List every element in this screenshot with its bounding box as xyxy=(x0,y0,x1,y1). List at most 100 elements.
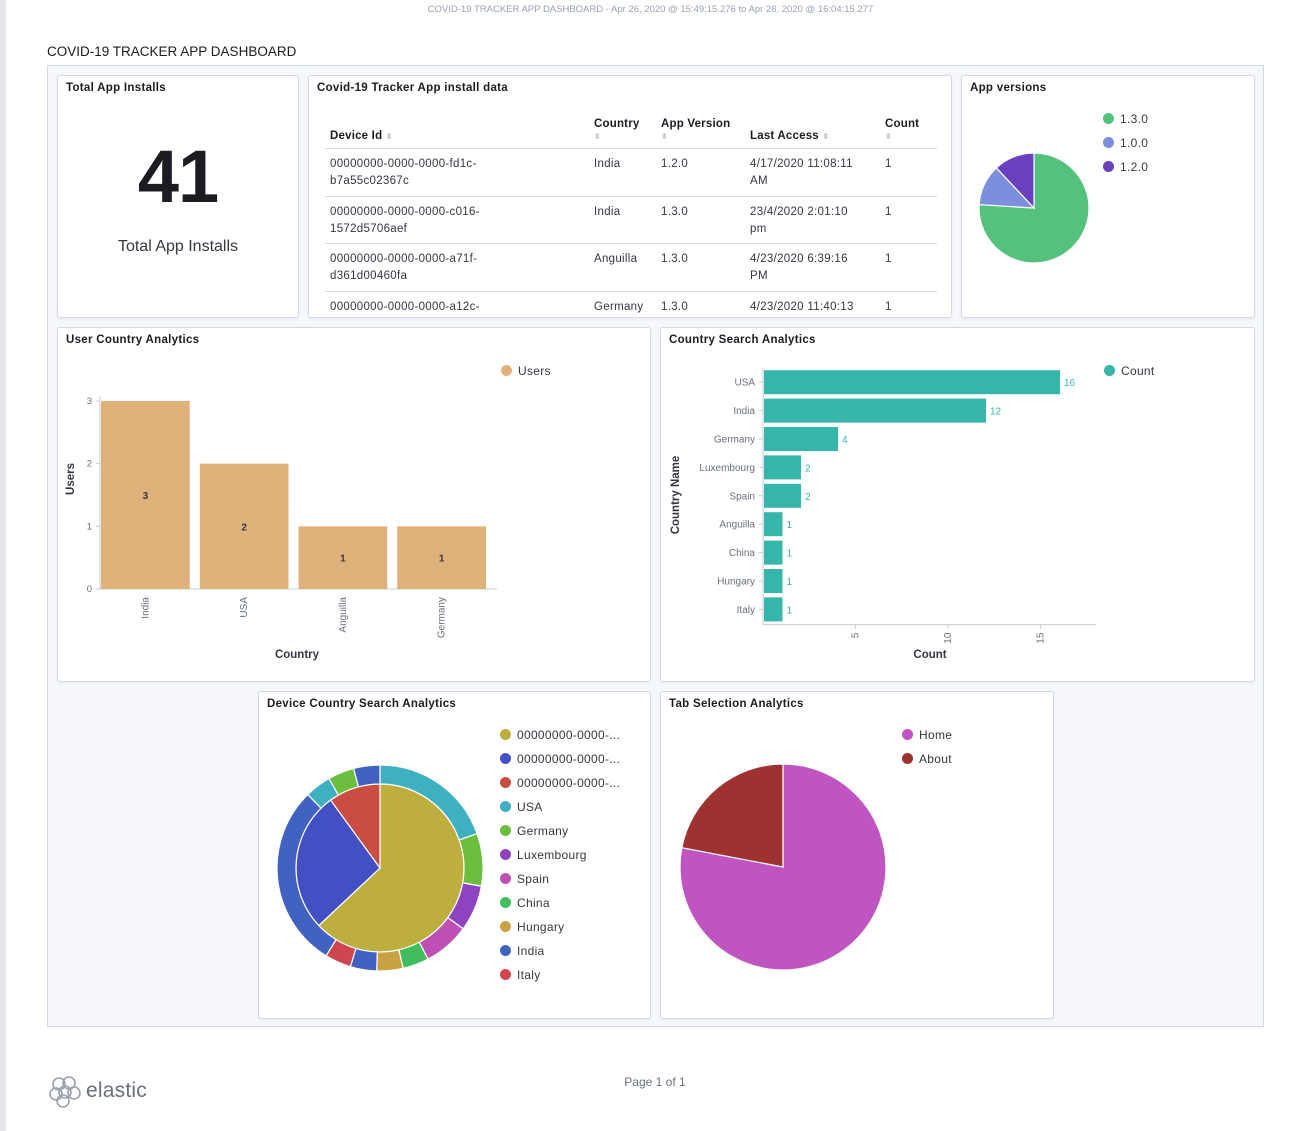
legend-label: 00000000-0000-... xyxy=(517,776,621,790)
table-row: 00000000-0000-0000-c016- 1572d5706aef Ind… xyxy=(325,196,937,244)
column-header-country[interactable]: Country ⬍ xyxy=(589,114,656,149)
legend-item[interactable]: Users xyxy=(501,364,551,378)
bar-value-label: 16 xyxy=(1064,378,1076,389)
legend-item[interactable]: About xyxy=(902,752,952,766)
bar-value-label: 1 xyxy=(787,577,793,588)
bar xyxy=(764,427,838,451)
y-tick-label: USA xyxy=(734,378,755,389)
pie-slice xyxy=(995,152,1035,210)
legend-item[interactable]: India xyxy=(500,944,545,958)
bar-value-label: 2 xyxy=(805,492,811,503)
cell-device-id: 00000000-0000-0000-c016- 1572d5706aef xyxy=(325,196,589,244)
legend-label: 00000000-0000-... xyxy=(517,728,621,742)
device-country-pie xyxy=(276,764,484,972)
page-indicator: Page 1 of 1 xyxy=(624,1075,686,1089)
legend-label: Germany xyxy=(517,824,569,838)
legend-item[interactable]: 1.3.0 xyxy=(1103,112,1148,126)
sort-icon[interactable]: ⬍ xyxy=(822,132,830,141)
sort-icon[interactable]: ⬍ xyxy=(661,132,668,141)
bar-value-label: 1 xyxy=(439,554,445,565)
legend-dot xyxy=(500,945,511,956)
legend-item[interactable]: 00000000-0000-... xyxy=(500,728,620,742)
y-axis-title: Country Name xyxy=(670,456,682,535)
column-header-device-id[interactable]: Device Id ⬍ xyxy=(325,114,589,149)
cell-device-id: 00000000-0000-0000-fd1c-b7a55c02367c xyxy=(325,148,589,197)
bar xyxy=(764,569,783,593)
y-axis-title: Users xyxy=(65,463,77,495)
legend-dot xyxy=(500,969,511,980)
legend-dot xyxy=(500,729,511,740)
cell-app-version: 1.3.0 xyxy=(656,243,745,292)
panel-title: Total App Installs xyxy=(66,82,166,94)
panel-tab-selection: Tab Selection Analytics Home About xyxy=(660,691,1054,1019)
column-header-count[interactable]: Count ⬍ xyxy=(880,114,937,149)
legend-item[interactable]: USA xyxy=(500,800,543,814)
y-tick-label: Hungary xyxy=(717,577,755,588)
y-tick-label: Germany xyxy=(714,435,755,446)
page-left-edge xyxy=(0,0,6,1131)
user-country-bar-chart: 0 1 2 3 3 India 2 USA 1 Anguilla 1 Germany Country Us… xyxy=(65,396,497,661)
cell-count: 1 xyxy=(880,291,937,317)
panel-title: App versions xyxy=(970,82,1047,94)
legend-item[interactable]: 00000000-0000-... xyxy=(500,776,620,790)
legend-item[interactable]: Home xyxy=(902,728,952,742)
country-search-bar-chart: USA 16 India 12 Germany 4 Luxembourg 2 Spain 2 Ang… xyxy=(670,368,1096,661)
legend-item[interactable]: 1.2.0 xyxy=(1103,160,1148,174)
y-tick-label: 0 xyxy=(87,584,92,595)
legend-label: Italy xyxy=(517,968,541,982)
y-tick-label: Luxembourg xyxy=(699,463,755,474)
legend-item[interactable]: Germany xyxy=(500,824,568,838)
install-table: Device Id ⬍ Country ⬍ App Version ⬍ Last A… xyxy=(325,114,937,317)
legend-label: 00000000-0000-... xyxy=(517,752,621,766)
bar xyxy=(764,483,801,508)
bar xyxy=(764,455,801,480)
legend-item[interactable]: Italy xyxy=(500,968,541,982)
y-tick-label: Anguilla xyxy=(719,520,755,531)
bar xyxy=(298,526,388,589)
x-tick-label: 10 xyxy=(943,632,954,644)
legend-label: China xyxy=(517,896,550,910)
legend-item[interactable]: Count xyxy=(1104,364,1155,378)
legend-label: Hungary xyxy=(517,920,565,934)
x-tick-label: Anguilla xyxy=(338,597,349,633)
pie-slice xyxy=(681,763,784,868)
y-tick-label: India xyxy=(733,406,755,417)
legend-item[interactable]: 00000000-0000-... xyxy=(500,752,620,766)
elastic-logo-icon xyxy=(49,1076,81,1108)
legend-label: India xyxy=(517,944,545,958)
legend-dot xyxy=(1103,137,1114,148)
column-header-app-version[interactable]: App Version ⬍ xyxy=(656,114,745,149)
bar-value-label: 4 xyxy=(842,435,848,446)
panel-device-country: Device Country Search Analytics 00000000… xyxy=(258,691,651,1019)
legend-item[interactable]: Luxembourg xyxy=(500,848,587,862)
legend-item[interactable]: Hungary xyxy=(500,920,564,934)
x-tick-label: 15 xyxy=(1036,632,1047,644)
bar-value-label: 2 xyxy=(805,463,811,474)
cell-device-id: 00000000-0000-0000-a12c- xyxy=(325,291,589,317)
legend-item[interactable]: 1.0.0 xyxy=(1103,136,1148,150)
bar xyxy=(764,398,986,423)
legend-dot xyxy=(902,729,913,740)
x-tick-label: 5 xyxy=(851,632,862,638)
legend-dot xyxy=(500,825,511,836)
sort-icon[interactable]: ⬍ xyxy=(594,132,601,141)
metric-value: 41 xyxy=(137,135,219,218)
y-tick-label: Italy xyxy=(737,605,755,616)
panel-total-installs: Total App Installs 41 Total App Installs xyxy=(57,75,299,318)
sort-icon[interactable]: ⬍ xyxy=(885,132,892,141)
legend-item[interactable]: Spain xyxy=(500,872,549,886)
column-header-last-access[interactable]: Last Access ⬍ xyxy=(745,114,880,149)
tab-selection-pie xyxy=(679,763,887,971)
sort-icon[interactable]: ⬍ xyxy=(385,132,393,141)
cell-country: Germany xyxy=(589,291,656,317)
bar-value-label: 1 xyxy=(787,605,793,616)
legend-item[interactable]: China xyxy=(500,896,550,910)
cell-country: Anguilla xyxy=(589,243,656,292)
panel-title: Country Search Analytics xyxy=(669,334,816,346)
cell-app-version: 1.2.0 xyxy=(656,148,745,197)
bar xyxy=(397,526,486,589)
x-axis-title: Country xyxy=(275,649,320,661)
panel-title: Covid-19 Tracker App install data xyxy=(317,82,508,94)
bar-value-label: 1 xyxy=(787,549,793,560)
outer-ring-slice xyxy=(352,764,381,788)
